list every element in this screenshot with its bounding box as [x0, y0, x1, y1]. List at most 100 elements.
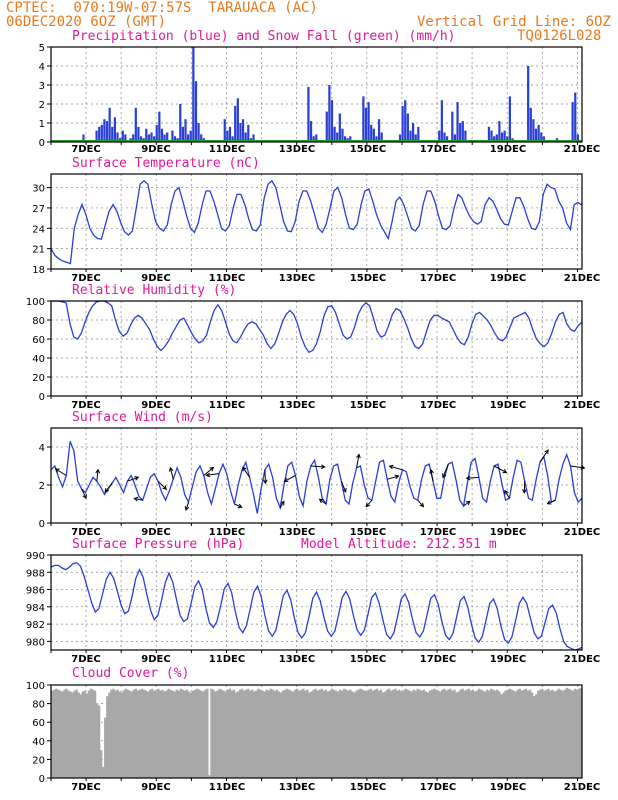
cloud-bar — [287, 689, 291, 778]
date-label: 15DEC — [350, 654, 386, 665]
cloud-bar — [83, 690, 87, 778]
cloud-bar — [151, 688, 154, 778]
precip-bar — [438, 130, 441, 142]
cloud-bar — [193, 689, 197, 778]
cloud-bar — [116, 689, 119, 778]
y-tick-label: 1 — [39, 119, 45, 130]
cloud-bar — [259, 689, 262, 778]
cloud-bar — [512, 690, 515, 778]
precip-bar — [116, 132, 119, 142]
wind-vector — [234, 503, 242, 508]
date-label: 19DEC — [490, 400, 526, 411]
cloud-bar — [496, 689, 499, 778]
panel-title: Relative Humidity (%) — [72, 283, 236, 298]
date-label: 13DEC — [279, 144, 315, 155]
series-line — [51, 300, 583, 354]
precip-bar — [223, 119, 226, 142]
cloud-bar — [406, 689, 409, 778]
precip-bar — [401, 105, 404, 142]
wind-vector — [340, 481, 347, 493]
cloud-bar — [547, 688, 550, 778]
cloud-bar — [200, 690, 203, 778]
cloud-bar — [130, 691, 133, 778]
cloud-bar — [95, 703, 99, 778]
cloud-bar — [73, 690, 76, 778]
cloud-bar — [473, 691, 477, 778]
wind-vector — [279, 501, 285, 509]
header-line-1: CPTEC: 070:19W-07:57S TARAUACA (AC) — [6, 0, 318, 16]
series-line — [50, 179, 583, 265]
wind-arrowhead — [104, 487, 110, 493]
wind-vector — [127, 476, 139, 482]
date-label: 17DEC — [420, 527, 456, 538]
y-tick-label: 988 — [26, 568, 45, 579]
precip-bar — [153, 136, 156, 142]
precip-bar — [459, 123, 462, 142]
cloud-bar — [351, 691, 354, 778]
precip-bar — [330, 100, 334, 142]
precip-bar — [184, 119, 187, 142]
wind-vector — [81, 488, 87, 499]
y-tick-label: 100 — [26, 681, 45, 692]
date-label: 13DEC — [279, 400, 315, 411]
wind-vector — [55, 468, 67, 476]
cloud-bar — [355, 690, 358, 778]
cloud-bar — [506, 689, 509, 778]
cloud-bar — [475, 690, 479, 778]
cloud-bar — [208, 775, 211, 778]
wind-arrowhead — [237, 503, 243, 509]
wind-arrowhead — [365, 502, 371, 508]
wind-vector — [430, 469, 434, 482]
wind-arrowhead — [54, 468, 60, 473]
precip-bar — [200, 134, 203, 142]
cloud-bar — [518, 688, 522, 778]
cloud-bar — [175, 689, 178, 778]
precip-bar — [166, 132, 169, 142]
precip-bar — [411, 123, 415, 142]
date-label: 13DEC — [279, 654, 315, 665]
wind-vector — [203, 467, 214, 476]
cloud-bar — [75, 689, 78, 778]
cloud-bar — [202, 691, 205, 778]
precip-bar — [231, 136, 234, 142]
cloud-bar — [55, 688, 58, 778]
cloud-bar — [214, 691, 217, 778]
y-tick-label: 984 — [26, 603, 45, 614]
y-tick-label: 980 — [26, 637, 45, 648]
cloud-bar — [124, 688, 127, 778]
precip-bar — [163, 134, 166, 142]
precip-bar — [571, 102, 574, 142]
cloud-bar — [304, 690, 307, 778]
cloud-bar — [118, 691, 121, 778]
y-tick-label: 2 — [39, 481, 45, 492]
wind-arrowhead — [95, 468, 101, 474]
cloud-bar — [510, 689, 513, 778]
cloud-bar — [541, 688, 544, 778]
cloud-bar — [171, 690, 174, 778]
y-tick-label: 60 — [32, 718, 45, 729]
cloud-bar — [159, 690, 162, 778]
cloud-bar — [279, 692, 283, 778]
cloud-bar — [132, 689, 136, 778]
cloud-bar — [516, 689, 519, 778]
cloud-bar — [353, 692, 356, 778]
cloud-bar — [457, 691, 460, 778]
wind-arrowhead — [356, 453, 361, 459]
cloud-bar — [157, 688, 160, 778]
cloud-bar — [400, 691, 403, 778]
cloud-bar — [306, 689, 309, 778]
precip-bar — [506, 136, 509, 142]
cloud-bar — [191, 690, 195, 778]
precip-bar — [336, 132, 339, 142]
cloud-bar — [553, 691, 556, 778]
wind-arrowhead — [465, 500, 471, 506]
series-line — [50, 441, 583, 514]
precip-bar — [160, 128, 164, 142]
cloud-bar — [238, 689, 242, 778]
y-tick-label: 982 — [26, 620, 45, 631]
panel-3: 0 2 4 Surface Wind (m/s) 7DEC 9DEC 11DEC 13DEC 1… — [39, 410, 601, 538]
date-label: 17DEC — [420, 273, 456, 284]
cloud-bar — [138, 689, 142, 778]
precip-bar — [236, 98, 239, 142]
